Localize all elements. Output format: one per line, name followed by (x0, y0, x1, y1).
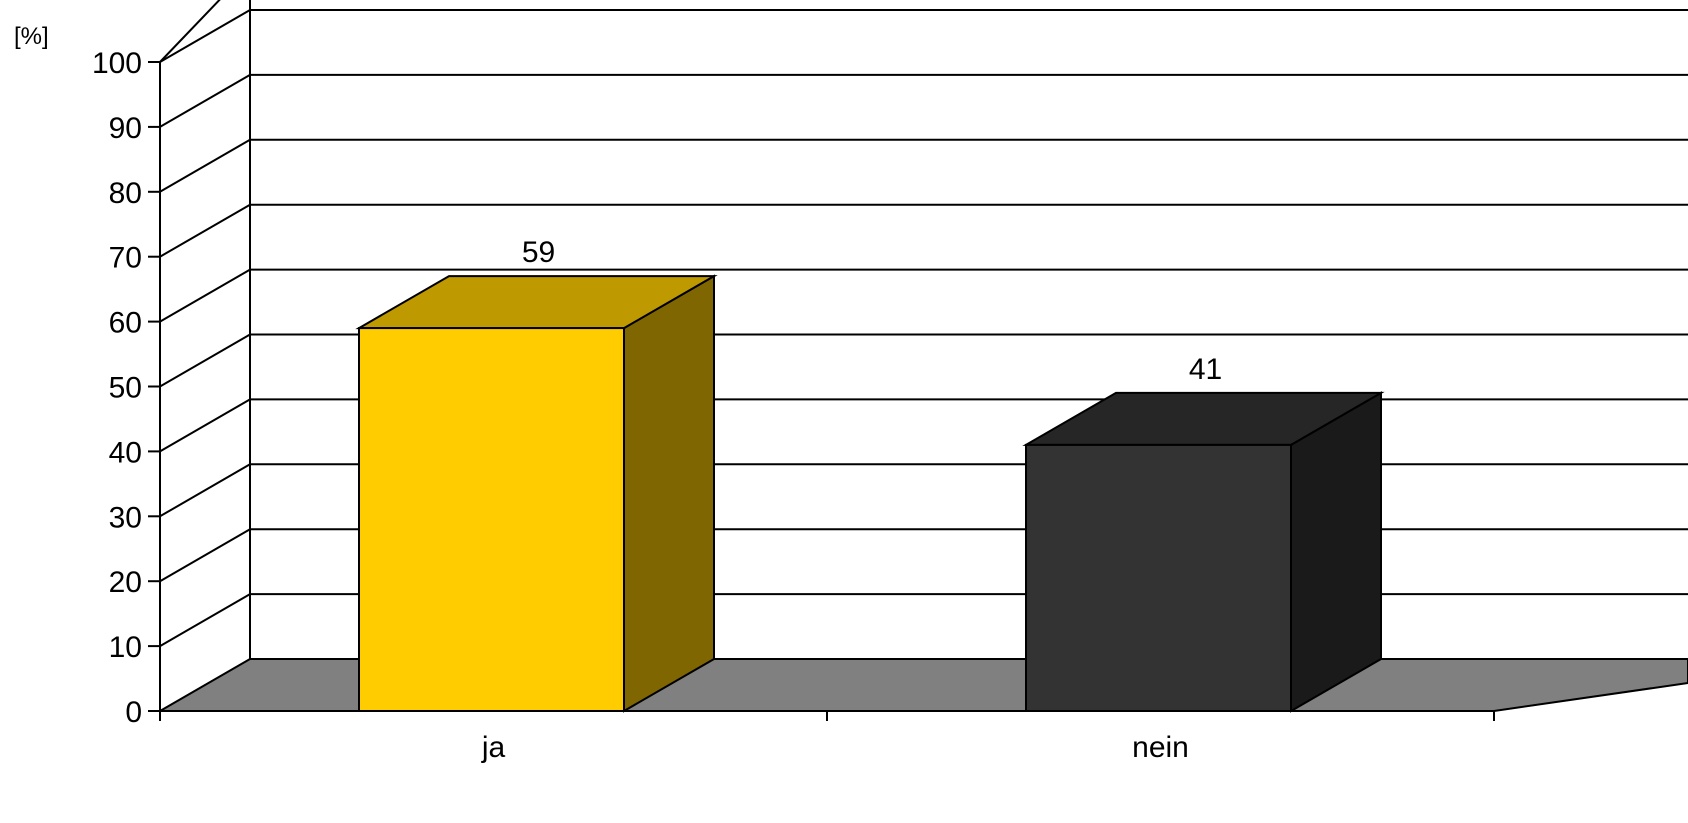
x-axis (159, 710, 1495, 721)
y-tick-label: 0 (125, 696, 142, 729)
bar-side-ja (623, 274, 715, 713)
y-tick-label: 50 (109, 372, 142, 405)
gridline-side (159, 9, 251, 63)
y-unit-label: [%] (14, 23, 49, 50)
y-tick-label: 90 (109, 112, 142, 145)
gridline-side (159, 593, 251, 647)
bar-ja (358, 327, 625, 712)
gridline-side (159, 138, 251, 193)
bar-nein (1025, 443, 1292, 712)
category-label-ja: ja (481, 731, 506, 764)
bar-side-nein (1290, 391, 1382, 713)
category-label-nein: nein (1132, 731, 1189, 764)
bars (355, 274, 1385, 713)
y-tick-label: 20 (109, 566, 142, 599)
y-axis: 0 10 20 30 40 50 60 70 80 90 100 (92, 47, 161, 729)
gridline-side (159, 398, 251, 453)
labels: 59 ja 41 nein (481, 236, 1222, 764)
gridline-side (159, 333, 251, 388)
y-tick-label: 10 (109, 631, 142, 664)
gridline-side (159, 203, 251, 258)
y-tick-label: 60 (109, 307, 142, 340)
data-label-ja: 59 (522, 236, 555, 269)
gridline-side (159, 268, 251, 323)
y-tick-label: 70 (109, 242, 142, 275)
data-label-nein: 41 (1189, 353, 1222, 386)
y-tick-label: 30 (109, 501, 142, 534)
gridline-side (159, 463, 251, 518)
y-tick-label: 80 (109, 177, 142, 210)
y-tick-label: 100 (92, 47, 142, 80)
side-wall-top-edge (159, 0, 221, 63)
y-tick-label: 40 (109, 436, 142, 469)
gridline-side (159, 74, 251, 128)
chart-walls (159, 0, 251, 659)
gridlines (159, 9, 1688, 647)
gridline-side (159, 528, 251, 583)
